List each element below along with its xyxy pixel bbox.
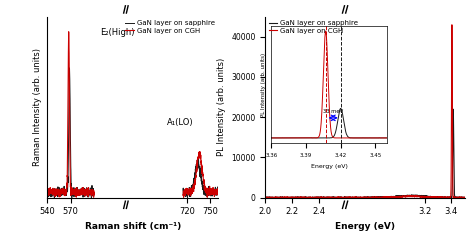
GaN layer on sapphire	[297, 196, 303, 199]
GaN layer on CGH	[90, 192, 96, 194]
GaN layer on CGH	[449, 23, 455, 26]
GaN layer on sapphire	[67, 66, 73, 69]
Y-axis label: Raman Intensity (arb. units): Raman Intensity (arb. units)	[33, 48, 42, 166]
GaN layer on sapphire	[90, 189, 96, 192]
GaN layer on CGH	[45, 192, 50, 195]
Line: GaN layer on sapphire: GaN layer on sapphire	[47, 68, 94, 198]
GaN layer on CGH	[73, 188, 78, 191]
Line: GaN layer on CGH: GaN layer on CGH	[265, 25, 465, 198]
GaN layer on CGH	[458, 196, 464, 199]
GaN layer on CGH	[91, 191, 97, 194]
GaN layer on CGH	[437, 196, 442, 198]
Text: A₁(LO): A₁(LO)	[167, 118, 194, 127]
GaN layer on sapphire	[458, 196, 464, 199]
Y-axis label: PL Intensity (arb. units): PL Intensity (arb. units)	[217, 58, 226, 156]
GaN layer on sapphire	[347, 196, 353, 199]
GaN layer on CGH	[285, 196, 291, 199]
GaN layer on CGH	[347, 196, 353, 199]
Legend: GaN layer on sapphire, GaN layer on CGH: GaN layer on sapphire, GaN layer on CGH	[126, 20, 215, 34]
GaN layer on sapphire	[67, 89, 73, 92]
GaN layer on sapphire	[339, 196, 345, 199]
Line: GaN layer on sapphire: GaN layer on sapphire	[265, 109, 465, 198]
GaN layer on sapphire	[91, 194, 97, 197]
Line: GaN layer on CGH: GaN layer on CGH	[47, 32, 94, 197]
GaN layer on sapphire	[67, 69, 73, 72]
GaN layer on sapphire	[45, 190, 50, 193]
X-axis label: Energy (eV): Energy (eV)	[335, 222, 395, 231]
GaN layer on sapphire	[450, 108, 456, 111]
GaN layer on sapphire	[83, 193, 89, 196]
GaN layer on CGH	[91, 196, 97, 199]
GaN layer on CGH	[70, 189, 75, 192]
GaN layer on CGH	[66, 30, 72, 33]
GaN layer on sapphire	[73, 189, 78, 192]
Text: E₂(High): E₂(High)	[100, 28, 135, 37]
GaN layer on sapphire	[263, 196, 269, 199]
GaN layer on CGH	[263, 196, 268, 199]
GaN layer on CGH	[339, 196, 345, 199]
GaN layer on CGH	[462, 196, 467, 199]
GaN layer on CGH	[67, 148, 73, 150]
GaN layer on sapphire	[437, 196, 442, 199]
X-axis label: Raman shift (cm⁻¹): Raman shift (cm⁻¹)	[84, 222, 181, 231]
GaN layer on sapphire	[263, 196, 268, 199]
Legend: GaN layer on sapphire, GaN layer on CGH: GaN layer on sapphire, GaN layer on CGH	[269, 20, 358, 34]
GaN layer on sapphire	[70, 188, 76, 191]
GaN layer on sapphire	[462, 196, 467, 199]
GaN layer on CGH	[83, 190, 89, 193]
GaN layer on CGH	[297, 196, 303, 198]
GaN layer on sapphire	[52, 196, 57, 199]
GaN layer on CGH	[67, 116, 73, 119]
GaN layer on sapphire	[285, 196, 291, 199]
